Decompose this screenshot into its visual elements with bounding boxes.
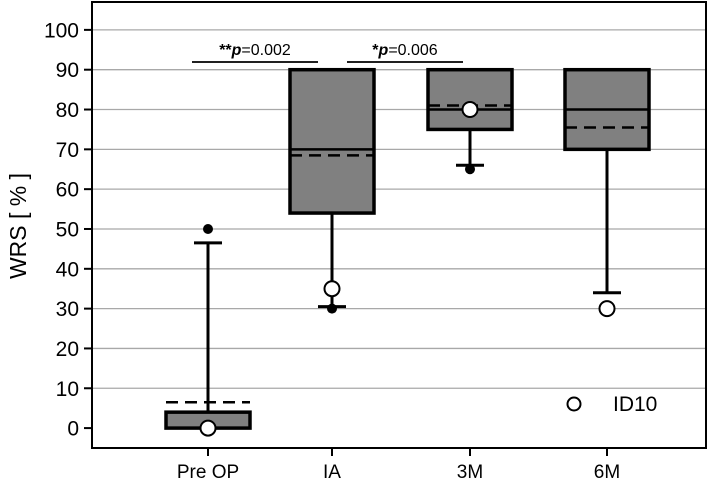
box-6m: [563, 67, 651, 295]
significance-label: **p=0.002: [219, 42, 291, 59]
y-tick-label: 40: [56, 258, 79, 281]
y-tick-label: 90: [56, 59, 79, 82]
y-tick-label: 30: [56, 298, 79, 321]
x-tick-label: 6M: [594, 462, 620, 483]
id10-marker: [323, 280, 341, 298]
box-ia: [288, 67, 376, 314]
y-tick-label: 10: [56, 378, 79, 401]
legend-label: ID10: [613, 393, 657, 416]
grid-lines: [92, 29, 706, 389]
highlight-markers: [199, 101, 616, 437]
outlier-point: [203, 223, 213, 234]
y-tick-label: 80: [56, 99, 79, 122]
significance-label: *p=0.006: [372, 42, 438, 59]
legend-marker: [566, 396, 582, 412]
id10-marker: [199, 419, 217, 437]
box-3m: [426, 67, 514, 175]
outlier-point: [327, 303, 337, 314]
iqr-box: [426, 67, 514, 132]
id10-marker: [598, 300, 616, 318]
y-axis-title: WRS [ % ]: [5, 173, 31, 279]
x-axis-ticks: Pre OP IA 3M 6M: [177, 448, 620, 483]
x-tick-label: 3M: [457, 462, 483, 483]
plot-frame: [91, 1, 707, 449]
outlier-point: [465, 164, 475, 175]
y-axis-ticks: 0 10 20 30 40 50 60 70 80 90 100: [44, 19, 92, 441]
x-tick-label: Pre OP: [177, 462, 239, 483]
iqr-box: [288, 67, 376, 215]
y-tick-label: 60: [56, 179, 79, 202]
y-tick-label: 20: [56, 338, 79, 361]
y-tick-label: 50: [56, 218, 79, 241]
y-tick-label: 100: [44, 19, 79, 42]
x-tick-label: IA: [323, 462, 341, 483]
box-pre-op: [164, 223, 252, 430]
id10-marker: [461, 101, 479, 119]
box-series: [164, 67, 651, 430]
y-tick-label: 70: [56, 139, 79, 162]
y-tick-label: 0: [67, 418, 79, 441]
legend: ID10: [566, 393, 657, 416]
significance-annotations: **p=0.002 *p=0.006: [192, 42, 463, 63]
